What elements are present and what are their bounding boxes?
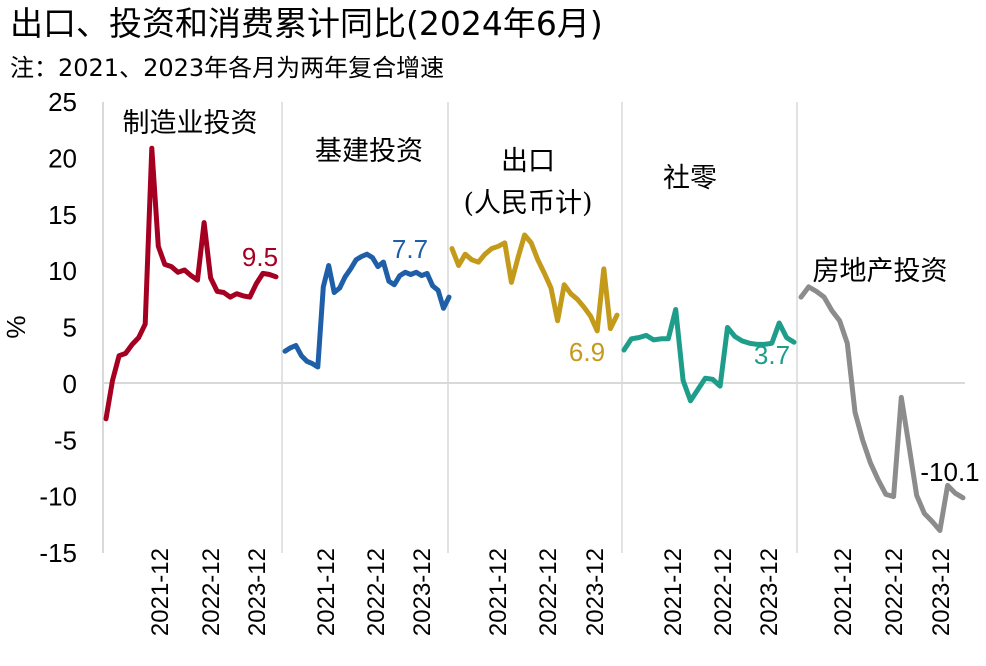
x-tick-labels: 2021-12 2022-12 2023-12 2021-12 2022-12 2023-… (147, 548, 955, 636)
panel-title: 社零 (663, 163, 717, 194)
value-label: -10.1 (920, 457, 979, 487)
x-tick-label: 2023-12 (928, 548, 955, 636)
x-tick-label: 2023-12 (244, 548, 271, 636)
y-tick-label: -10 (39, 482, 77, 512)
series-lines (103, 145, 966, 533)
series-line (282, 251, 452, 370)
y-tick-label: -5 (54, 425, 77, 455)
value-label: 7.7 (392, 234, 428, 264)
value-label: 9.5 (242, 242, 278, 272)
x-tick-label: 2022-12 (881, 548, 908, 636)
series-line (103, 145, 279, 422)
x-tick-label: 2023-12 (409, 548, 436, 636)
value-label: 3.7 (754, 340, 790, 370)
axes (102, 102, 965, 553)
x-tick-label: 2022-12 (198, 548, 225, 636)
panel-title: (人民币计) (463, 188, 592, 219)
value-label: 6.9 (569, 337, 605, 367)
y-tick-label: 25 (48, 87, 77, 117)
x-tick-label: 2022-12 (710, 548, 737, 636)
x-tick-label: 2022-12 (535, 548, 562, 636)
panel-title: 基建投资 (315, 136, 423, 167)
y-tick-label: 20 (48, 143, 77, 173)
y-tick-label: 10 (48, 256, 77, 286)
x-tick-label: 2021-12 (660, 548, 687, 636)
y-tick-label: 5 (63, 313, 77, 343)
value-labels: 9.5 7.7 6.9 3.7 -10.1 (242, 234, 980, 487)
x-tick-label: 2023-12 (756, 548, 783, 636)
y-tick-label: -15 (39, 538, 77, 568)
panel-title: 制造业投资 (123, 108, 258, 139)
y-tick-label: 0 (63, 369, 77, 399)
chart-title: 出口、投资和消费累计同比(2024年6月) (10, 4, 603, 43)
x-tick-label: 2022-12 (363, 548, 390, 636)
series-line (621, 307, 797, 404)
y-axis-label: % (1, 315, 31, 338)
x-tick-label: 2021-12 (313, 548, 340, 636)
panel-title: 房地产投资 (813, 256, 948, 287)
chart-note: 注：2021、2023年各月为两年复合增速 (10, 54, 445, 82)
x-tick-label: 2021-12 (147, 548, 174, 636)
series-line (449, 232, 620, 334)
series-line (798, 284, 966, 533)
panel-separators (281, 102, 798, 553)
x-tick-label: 2021-12 (485, 548, 512, 636)
y-tick-labels: -15 -10 -5 0 5 10 15 20 25 (39, 87, 77, 568)
panel-title: 出口 (501, 146, 555, 177)
x-tick-label: 2023-12 (582, 548, 609, 636)
y-tick-label: 15 (48, 200, 77, 230)
x-tick-label: 2021-12 (830, 548, 857, 636)
